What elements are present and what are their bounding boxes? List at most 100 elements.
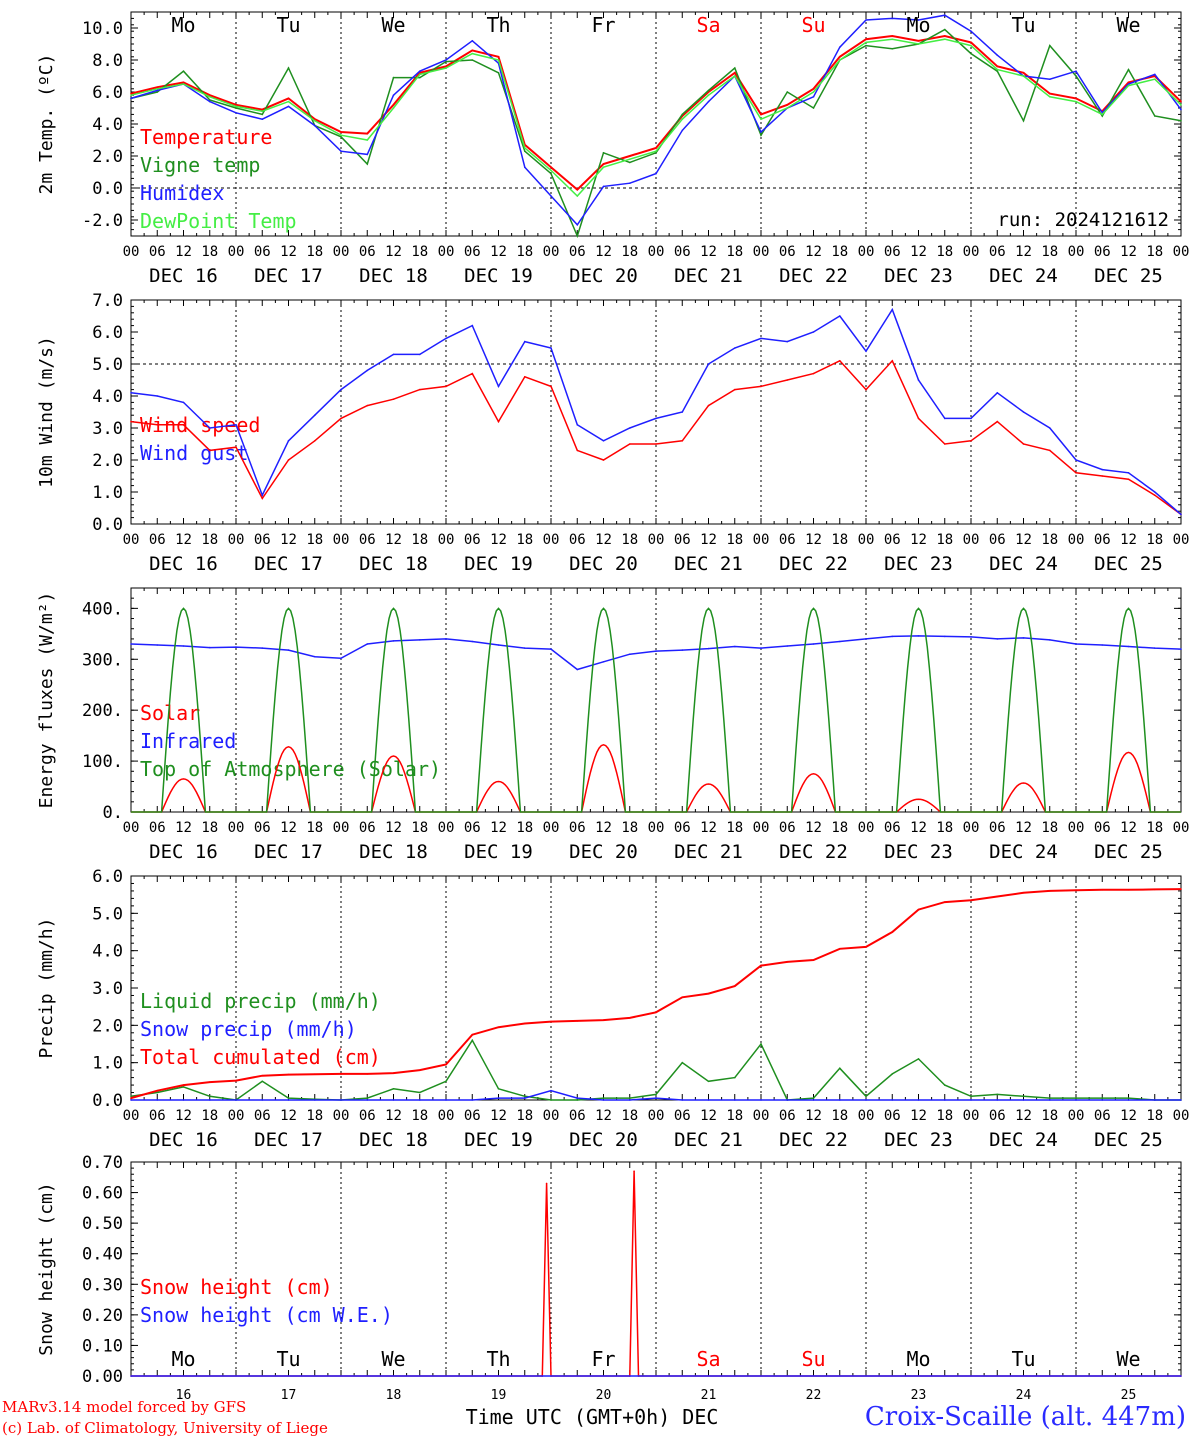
- x-hour-label: 12: [700, 820, 717, 836]
- data-point: [655, 147, 657, 149]
- data-point: [839, 315, 841, 317]
- weekday-label: Su: [801, 13, 825, 37]
- x-hour-label: 06: [779, 820, 796, 836]
- x-hour-label: 06: [884, 820, 901, 836]
- x-hour-label: 12: [595, 244, 612, 260]
- data-point: [839, 360, 841, 362]
- x-hour-label: 06: [674, 532, 691, 548]
- data-point: [235, 105, 237, 108]
- data-point: [1049, 92, 1051, 95]
- model-credit-line: MARv3.14 model forced by GFS: [2, 1398, 247, 1416]
- data-point: [235, 424, 237, 426]
- data-point: [314, 124, 316, 127]
- data-point: [314, 120, 316, 122]
- weekday-label: Tu: [1011, 1347, 1035, 1371]
- data-point: [524, 150, 526, 152]
- data-point: [970, 636, 972, 638]
- weekday-label: We: [381, 1347, 405, 1371]
- data-point: [445, 59, 447, 61]
- data-point: [655, 152, 657, 154]
- data-point: [1022, 637, 1025, 639]
- data-point: [812, 107, 815, 109]
- x-hour-label: 12: [175, 244, 192, 260]
- x-hour-label: 00: [858, 244, 875, 260]
- x-date-label: DEC 18: [359, 265, 428, 287]
- data-point: [340, 388, 342, 391]
- x-hour-label: 00: [963, 1108, 980, 1124]
- x-hour-label: 18: [1041, 820, 1058, 836]
- data-point: [996, 1099, 999, 1101]
- y-tick-label: 2.0: [92, 451, 123, 471]
- data-point: [944, 14, 946, 16]
- data-point: [1075, 1097, 1077, 1099]
- x-date-label: DEC 17: [254, 1129, 323, 1151]
- data-point: [602, 440, 605, 442]
- x-hour-label: 00: [123, 820, 140, 836]
- data-point: [182, 1099, 185, 1101]
- data-point: [130, 420, 132, 423]
- y-tick-label: 0.0: [92, 179, 123, 199]
- y-tick-label: 400.: [82, 599, 123, 619]
- x-hour-label: 06: [779, 244, 796, 260]
- x-hour-label: 06: [569, 532, 586, 548]
- data-point: [760, 337, 762, 340]
- data-point: [471, 40, 474, 42]
- data-point: [602, 163, 605, 165]
- data-point: [156, 424, 159, 426]
- data-point: [681, 113, 684, 116]
- data-point: [524, 1022, 526, 1025]
- data-point: [156, 1099, 159, 1101]
- data-point: [366, 643, 369, 645]
- data-point: [1022, 72, 1025, 74]
- x-hour-label: 06: [149, 820, 166, 836]
- data-point: [944, 417, 946, 420]
- y-tick-label: 7.0: [92, 291, 123, 311]
- x-hour-label: 06: [779, 1108, 796, 1124]
- data-point: [917, 43, 920, 45]
- data-point: [629, 653, 631, 655]
- x-date-label: DEC 20: [569, 553, 638, 575]
- x-hour-label: 12: [910, 1108, 927, 1124]
- x-hour-label: 00: [753, 1108, 770, 1124]
- data-point: [1049, 427, 1051, 429]
- data-point: [839, 59, 841, 61]
- data-point: [576, 235, 579, 237]
- data-point: [419, 1091, 421, 1094]
- data-point: [891, 1099, 894, 1101]
- data-point: [524, 1095, 526, 1098]
- data-point: [419, 1069, 421, 1071]
- data-point: [445, 337, 447, 340]
- data-point: [629, 1097, 631, 1099]
- data-point: [839, 56, 841, 58]
- data-point: [865, 19, 867, 21]
- weekday-label: Tu: [1011, 13, 1035, 37]
- y-axis-label: Snow height (cm): [36, 1182, 57, 1355]
- data-point: [786, 104, 789, 106]
- weekday-label: Mo: [171, 1347, 195, 1371]
- x-hour-label: 18: [936, 1108, 953, 1124]
- x-hour-label: 06: [464, 820, 481, 836]
- x-hour-label: 06: [1094, 532, 1111, 548]
- data-point: [760, 118, 762, 120]
- x-date-label: DEC 20: [569, 841, 638, 863]
- x-date-label: DEC 16: [149, 265, 218, 287]
- x-date-label: DEC 16: [149, 841, 218, 863]
- x-hour-label: 12: [1015, 820, 1032, 836]
- data-point: [707, 89, 710, 92]
- data-point: [1101, 644, 1104, 646]
- data-point: [340, 131, 342, 133]
- x-hour-label: 18: [411, 1108, 428, 1124]
- x-hour-label: 06: [149, 244, 166, 260]
- x-hour-label: 00: [228, 820, 245, 836]
- x-hour-label: 18: [831, 1108, 848, 1124]
- data-point: [629, 161, 631, 164]
- data-point: [576, 668, 579, 671]
- data-point: [550, 195, 552, 197]
- data-point: [524, 147, 526, 149]
- data-point: [760, 131, 762, 133]
- data-point: [497, 1088, 500, 1090]
- x-date-label: DEC 20: [569, 265, 638, 287]
- data-point: [497, 385, 500, 388]
- data-point: [602, 166, 605, 168]
- data-point: [1075, 70, 1077, 72]
